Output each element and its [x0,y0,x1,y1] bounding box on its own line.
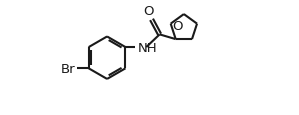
Text: O: O [172,20,183,33]
Text: NH: NH [138,41,157,54]
Text: O: O [144,5,154,18]
Text: Br: Br [60,62,75,75]
